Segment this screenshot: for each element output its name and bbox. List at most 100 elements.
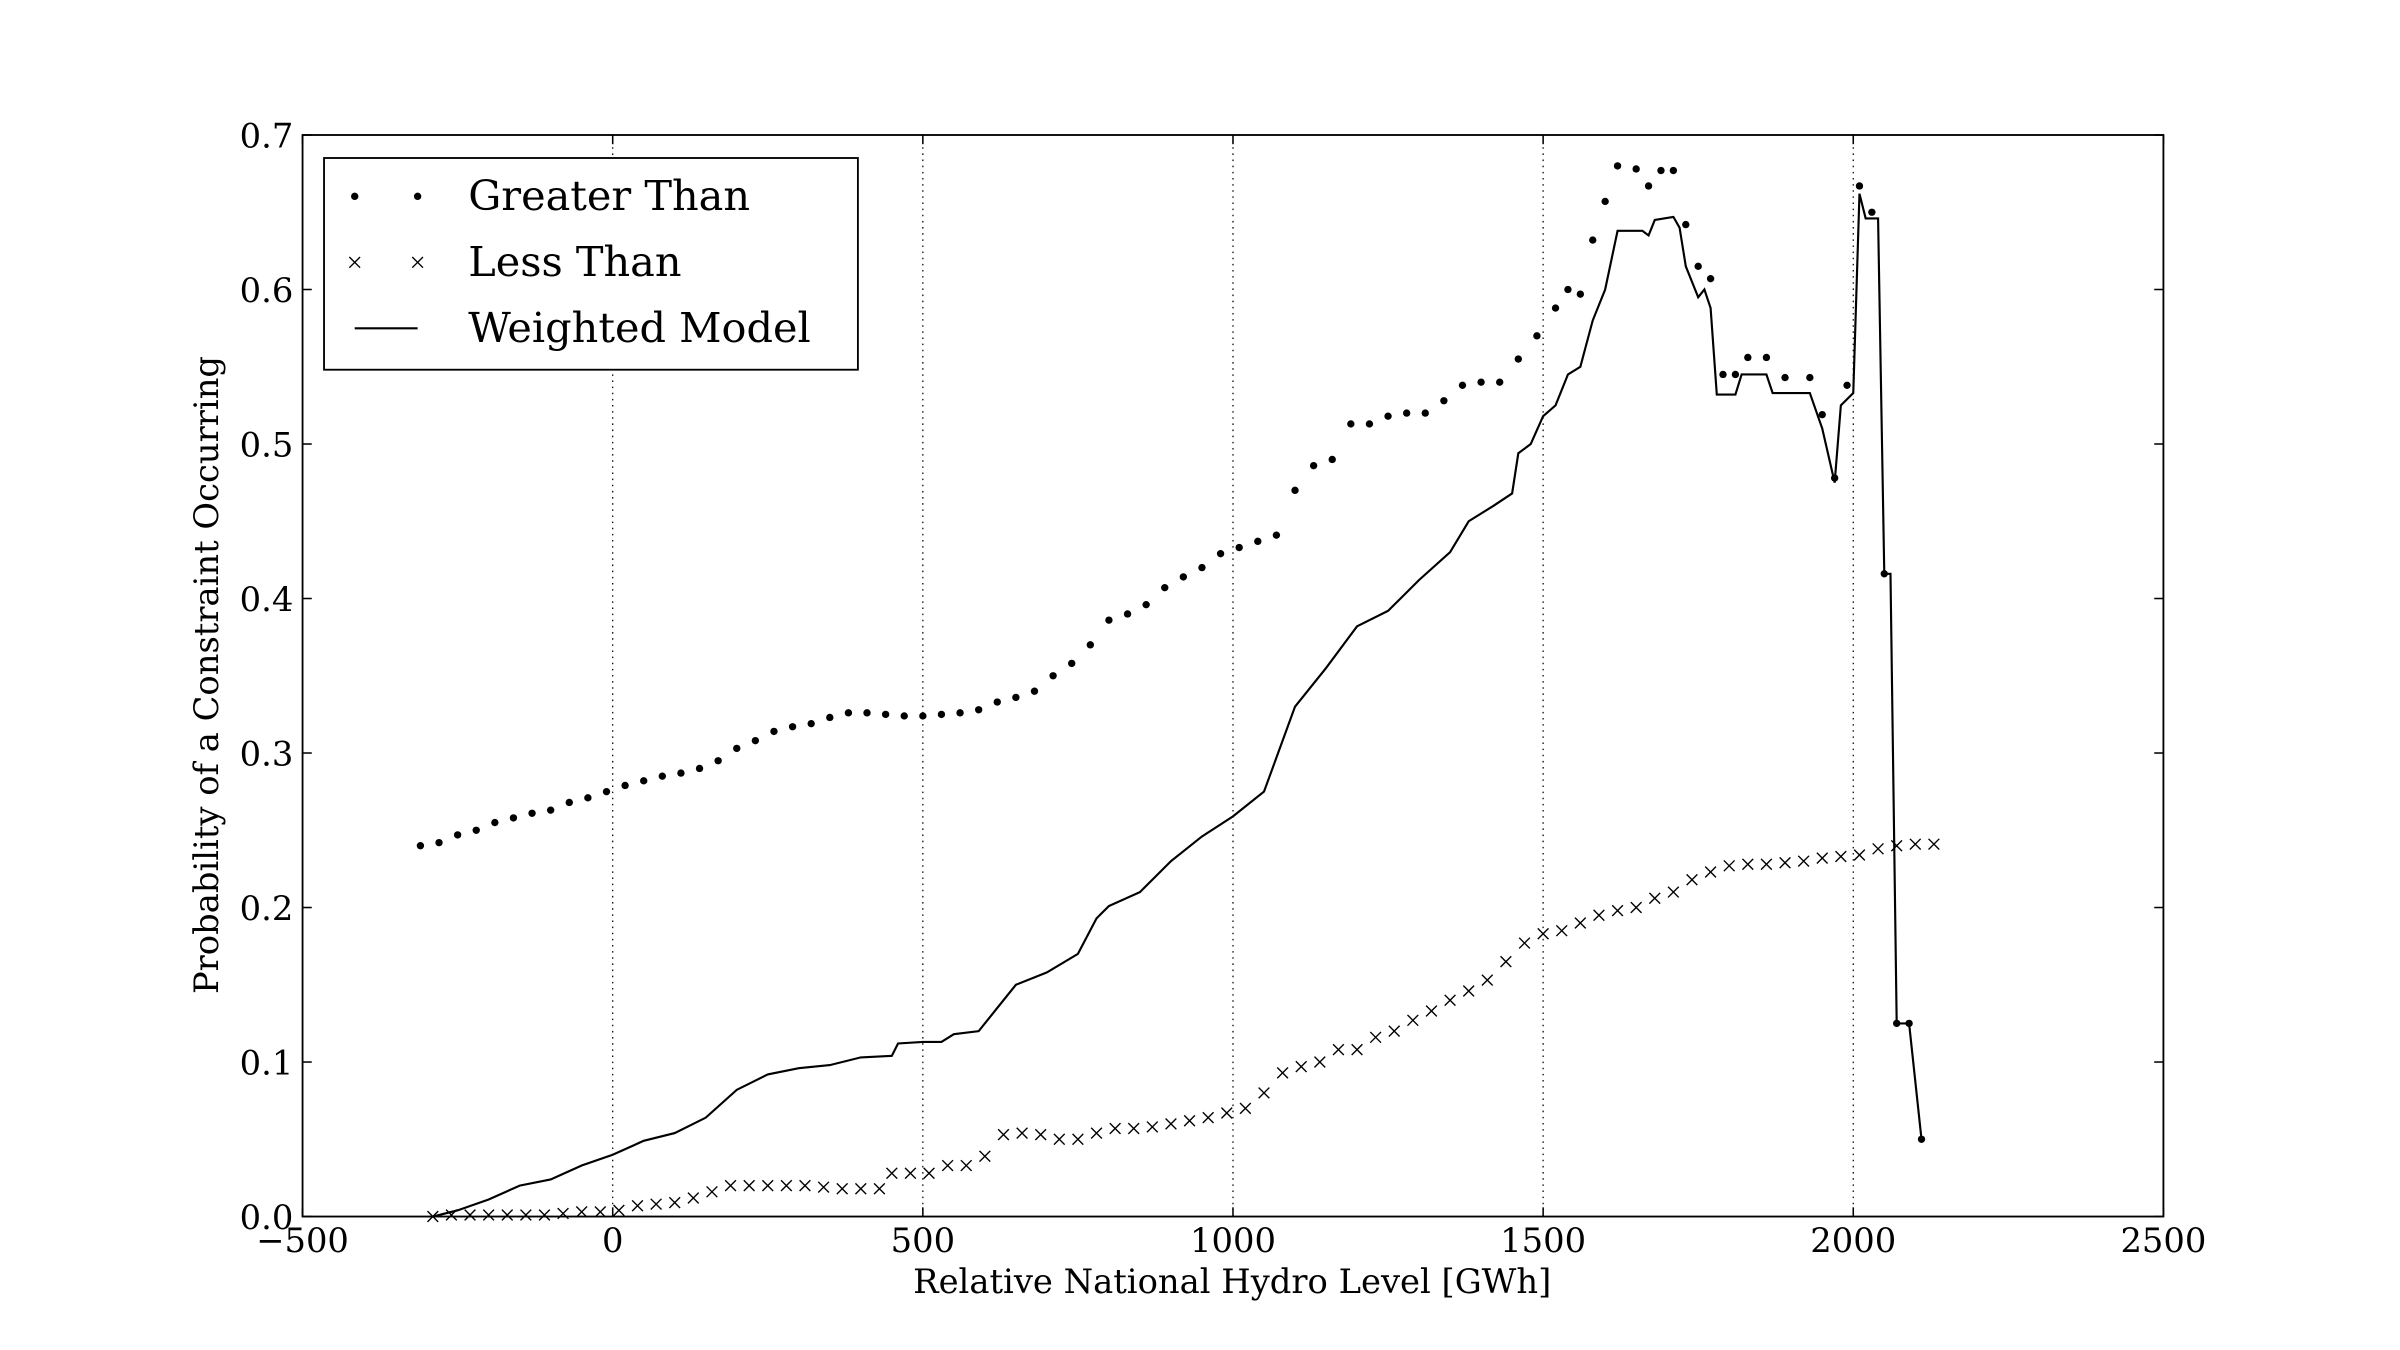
- legend-marker: [413, 192, 422, 201]
- cross-stroke: [743, 1179, 756, 1192]
- dot-marker: [1440, 397, 1448, 405]
- x-tick-label: −500: [256, 1221, 349, 1260]
- cross-stroke: [1630, 901, 1643, 914]
- cross-stroke: [1220, 1107, 1233, 1119]
- cross-marker: [687, 1192, 700, 1204]
- cross-marker: [1555, 924, 1568, 937]
- dot-marker: [1632, 165, 1640, 173]
- cross-stroke: [1295, 1060, 1308, 1073]
- cross-marker: [1518, 937, 1531, 949]
- legend-label: Less Than: [468, 238, 681, 286]
- cross-stroke: [1276, 1066, 1289, 1079]
- cross-stroke: [1760, 858, 1773, 871]
- cross-stroke: [1388, 1025, 1401, 1037]
- cross-stroke: [1109, 1122, 1121, 1135]
- dot-marker: [453, 831, 462, 839]
- cross-marker: [979, 1150, 991, 1163]
- dot-marker: [528, 809, 536, 817]
- dot-marker: [621, 781, 629, 790]
- cross-stroke: [1723, 859, 1736, 872]
- x-tick-label: 2500: [2120, 1221, 2206, 1260]
- dot-marker: [509, 814, 518, 822]
- cross-stroke: [464, 1209, 476, 1221]
- cross-marker: [575, 1206, 588, 1218]
- cross-stroke: [411, 256, 424, 269]
- y-tick-label: 0.3: [240, 734, 294, 773]
- cross-marker: [1220, 1107, 1233, 1119]
- cross-marker: [1779, 856, 1791, 869]
- y-tick-label: 0.2: [240, 889, 294, 928]
- cross-stroke: [885, 1167, 898, 1180]
- cross-marker: [997, 1128, 1010, 1141]
- cross-marker: [1202, 1111, 1215, 1124]
- cross-marker: [1239, 1102, 1252, 1115]
- x-tick-label: 1500: [1500, 1221, 1586, 1260]
- dot-marker: [584, 794, 592, 802]
- dot-marker: [1347, 420, 1355, 428]
- dot-marker: [658, 772, 667, 780]
- dot-marker: [1086, 641, 1094, 649]
- cross-marker: [1816, 852, 1829, 864]
- dot-marker: [1744, 353, 1752, 362]
- dot-marker: [1719, 370, 1727, 379]
- cross-marker: [1686, 873, 1698, 886]
- cross-marker: [1890, 839, 1903, 852]
- cross-stroke: [761, 1179, 774, 1192]
- cross-stroke: [817, 1181, 830, 1194]
- legend-label: Weighted Model: [468, 304, 811, 352]
- cross-marker: [1481, 974, 1494, 986]
- cross-stroke: [997, 1128, 1010, 1141]
- cross-stroke: [1369, 1031, 1382, 1044]
- dot-marker: [1272, 531, 1281, 539]
- dot-marker: [1012, 693, 1020, 702]
- dot-marker: [1564, 285, 1572, 294]
- dot-marker: [900, 712, 908, 720]
- cross-marker: [1127, 1122, 1140, 1135]
- dot-marker: [1613, 162, 1622, 170]
- cross-marker: [482, 1209, 495, 1221]
- cross-stroke: [1686, 873, 1698, 886]
- y-tick-label: 0.6: [240, 271, 294, 310]
- cross-stroke: [1797, 855, 1810, 868]
- dot-marker: [881, 710, 890, 719]
- dot-marker: [1198, 563, 1206, 572]
- cross-marker: [1704, 866, 1717, 878]
- cross-marker: [1295, 1060, 1308, 1073]
- cross-marker: [1872, 842, 1884, 855]
- dot-marker: [1669, 166, 1678, 175]
- y-tick-label: 0.1: [240, 1043, 294, 1082]
- dot-marker: [733, 744, 741, 753]
- dot-marker: [788, 723, 797, 731]
- dot-marker: [1657, 166, 1665, 175]
- cross-stroke: [724, 1179, 737, 1192]
- cross-marker: [780, 1179, 793, 1192]
- cross-stroke: [1574, 917, 1587, 929]
- cross-stroke: [1667, 886, 1680, 898]
- cross-stroke: [1537, 927, 1549, 940]
- cross-marker: [724, 1179, 737, 1192]
- dot-marker: [1644, 182, 1653, 190]
- dot-marker: [1142, 601, 1150, 609]
- cross-stroke: [1593, 909, 1605, 922]
- dot-marker: [1235, 543, 1243, 552]
- cross-stroke: [1034, 1128, 1047, 1141]
- dot-marker: [1533, 332, 1541, 340]
- cross-marker: [873, 1182, 886, 1195]
- cross-marker: [1332, 1043, 1345, 1056]
- dot-marker: [1049, 672, 1057, 680]
- dot-marker: [807, 719, 815, 728]
- cross-marker: [1853, 849, 1866, 861]
- cross-marker: [1462, 985, 1475, 997]
- cross-marker: [1258, 1087, 1270, 1099]
- cross-stroke: [1835, 850, 1847, 863]
- cross-stroke: [1909, 838, 1922, 851]
- cross-marker: [1313, 1056, 1326, 1068]
- cross-marker: [1090, 1127, 1103, 1139]
- cross-stroke: [520, 1209, 532, 1221]
- cross-marker: [594, 1206, 607, 1218]
- dot-marker: [1694, 262, 1702, 271]
- cross-stroke: [1053, 1133, 1066, 1146]
- cross-marker: [1760, 858, 1773, 871]
- cross-stroke: [923, 1167, 935, 1180]
